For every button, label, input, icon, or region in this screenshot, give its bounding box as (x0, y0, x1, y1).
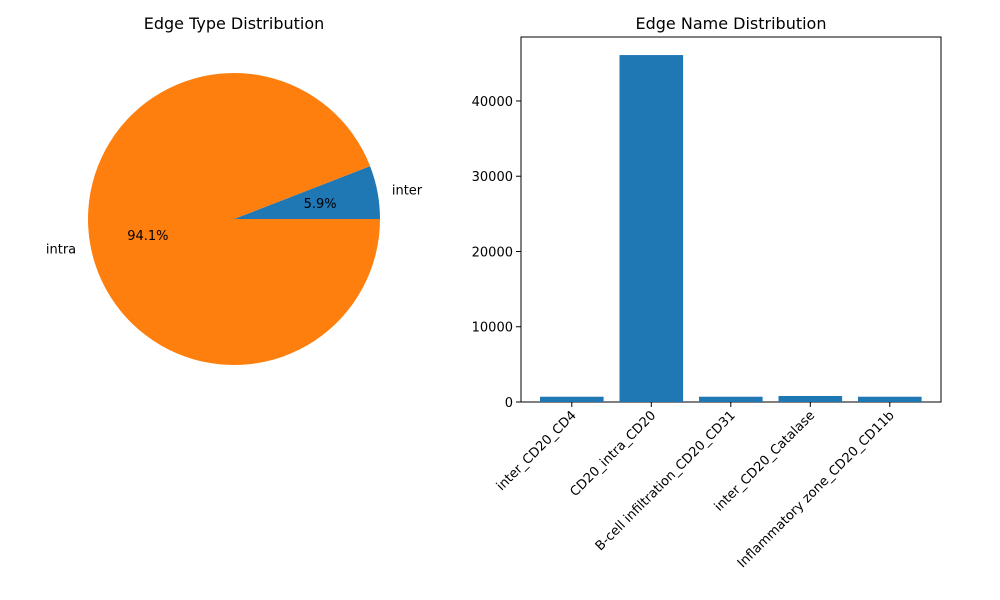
y-tick-label: 10000 (472, 321, 513, 336)
bar-4 (858, 396, 922, 402)
x-tick-label: inter_CD20_CD4 (494, 408, 580, 494)
y-tick-label: 20000 (472, 245, 513, 260)
bar-axes-frame (520, 36, 942, 403)
x-tick-label: B-cell infiltration_CD20_CD31 (593, 408, 739, 554)
x-tick-label: Inflammatory zone_CD20_CD11b (735, 408, 898, 571)
pie-slice-inter (234, 166, 380, 219)
bar-2 (699, 396, 763, 402)
y-tick-label: 40000 (472, 95, 513, 110)
bar-3 (778, 395, 843, 402)
pie-chart: Edge Type Distribution inter 5.9% intra 94.… (46, 14, 423, 365)
bar-0 (540, 396, 604, 402)
x-tick-label: CD20_intra_CD20 (568, 408, 660, 500)
pie-label-inter: inter (392, 183, 423, 198)
bar-1 (619, 55, 684, 402)
pie-slice-intra (88, 72, 381, 365)
pie-title: Edge Type Distribution (144, 14, 325, 33)
bar-title: Edge Name Distribution (636, 14, 827, 33)
y-tick-label: 0 (505, 396, 513, 411)
pie-label-intra: intra (46, 243, 76, 258)
y-tick-label: 30000 (472, 170, 513, 185)
bar-chart: Edge Name Distribution 0 10000 20000 30000 4… (472, 14, 942, 571)
pie-pct-intra: 94.1% (127, 229, 168, 244)
pie-pct-inter: 5.9% (304, 197, 337, 212)
